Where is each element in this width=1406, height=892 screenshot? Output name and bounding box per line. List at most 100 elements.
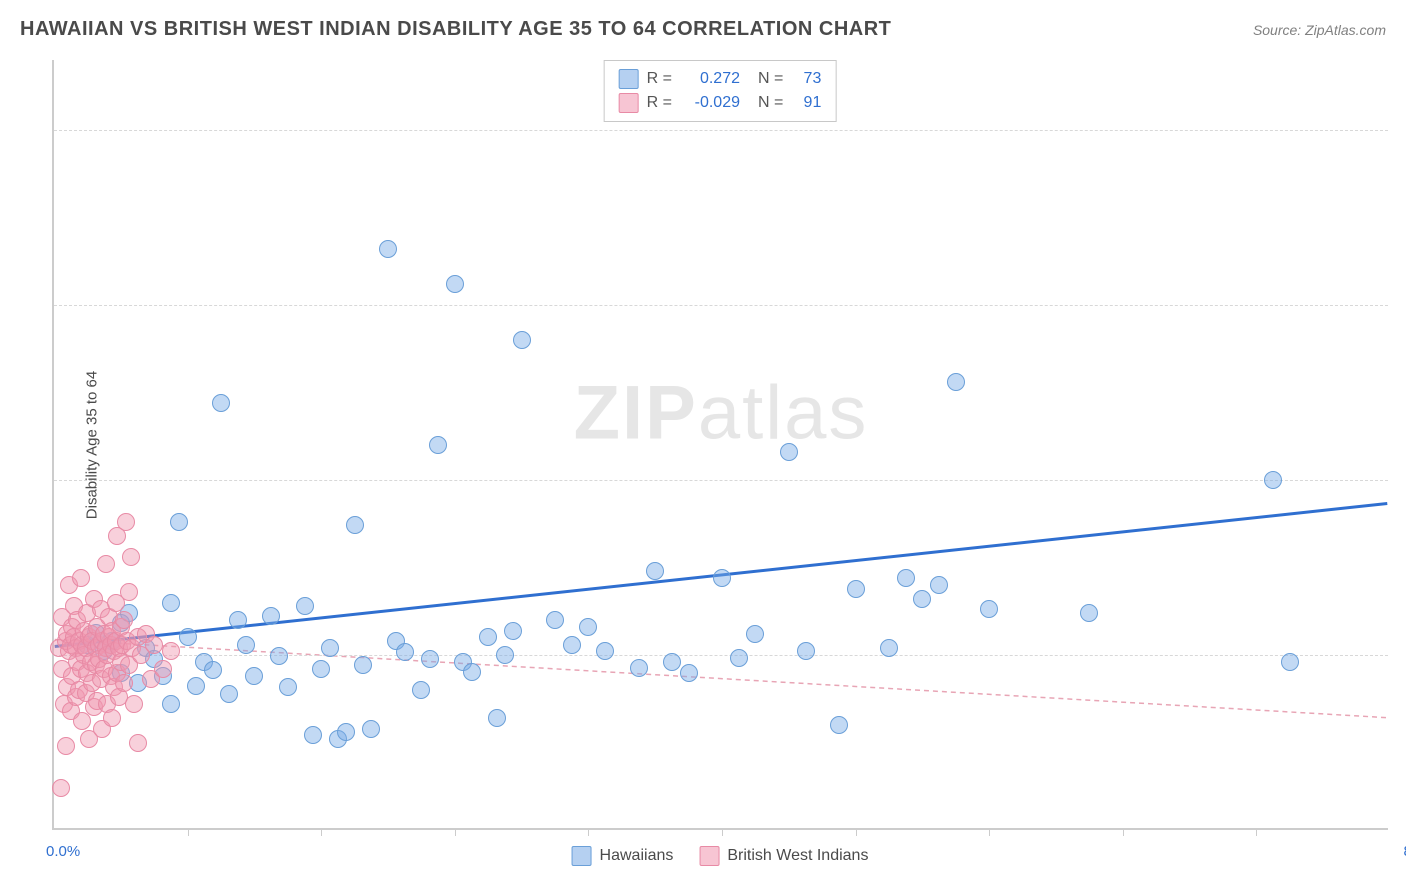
bottom-legend: Hawaiians British West Indians	[572, 846, 869, 866]
scatter-point	[496, 646, 514, 664]
scatter-point	[913, 590, 931, 608]
swatch-pink	[619, 93, 639, 113]
legend-item-hawaiians: Hawaiians	[572, 846, 674, 866]
scatter-point	[797, 642, 815, 660]
scatter-point	[897, 569, 915, 587]
plot-box: ZIPatlas 12.5%37.5%0.0%80.0%	[52, 60, 1388, 830]
scatter-point	[596, 642, 614, 660]
scatter-point	[947, 373, 965, 391]
scatter-point	[346, 516, 364, 534]
scatter-point	[162, 594, 180, 612]
scatter-point	[421, 650, 439, 668]
scatter-point	[170, 513, 188, 531]
scatter-point	[220, 685, 238, 703]
x-tick	[1123, 828, 1124, 836]
x-tick	[722, 828, 723, 836]
scatter-point	[713, 569, 731, 587]
scatter-point	[412, 681, 430, 699]
scatter-point	[630, 659, 648, 677]
scatter-point	[930, 576, 948, 594]
y-axis-label: Disability Age 35 to 64	[84, 371, 101, 519]
scatter-point	[57, 737, 75, 755]
scatter-point	[354, 656, 372, 674]
scatter-point	[204, 661, 222, 679]
scatter-point	[337, 723, 355, 741]
chart-area: ZIPatlas 12.5%37.5%0.0%80.0% Disability …	[52, 60, 1388, 830]
scatter-point	[479, 628, 497, 646]
swatch-blue	[572, 846, 592, 866]
swatch-pink	[699, 846, 719, 866]
scatter-point	[120, 583, 138, 601]
scatter-point	[847, 580, 865, 598]
scatter-point	[145, 636, 163, 654]
scatter-point	[125, 695, 143, 713]
scatter-point	[1264, 471, 1282, 489]
scatter-point	[117, 513, 135, 531]
scatter-point	[546, 611, 564, 629]
scatter-point	[379, 240, 397, 258]
correlation-row: R = -0.029 N = 91	[619, 91, 822, 115]
scatter-point	[780, 443, 798, 461]
scatter-point	[980, 600, 998, 618]
scatter-point	[179, 628, 197, 646]
scatter-point	[187, 677, 205, 695]
watermark: ZIPatlas	[574, 370, 869, 457]
scatter-point	[312, 660, 330, 678]
scatter-point	[122, 548, 140, 566]
chart-header: HAWAIIAN VS BRITISH WEST INDIAN DISABILI…	[0, 0, 1406, 47]
scatter-point	[129, 734, 147, 752]
scatter-point	[396, 643, 414, 661]
scatter-point	[730, 649, 748, 667]
scatter-point	[97, 555, 115, 573]
scatter-point	[513, 331, 531, 349]
scatter-point	[746, 625, 764, 643]
scatter-point	[296, 597, 314, 615]
gridline-h	[54, 480, 1388, 481]
x-tick	[588, 828, 589, 836]
scatter-point	[304, 726, 322, 744]
gridline-h	[54, 305, 1388, 306]
scatter-point	[162, 642, 180, 660]
scatter-point	[830, 716, 848, 734]
scatter-point	[115, 611, 133, 629]
trend-lines	[54, 60, 1388, 828]
x-tick	[455, 828, 456, 836]
scatter-point	[212, 394, 230, 412]
scatter-point	[680, 664, 698, 682]
scatter-point	[504, 622, 522, 640]
scatter-point	[488, 709, 506, 727]
scatter-point	[245, 667, 263, 685]
scatter-point	[1281, 653, 1299, 671]
scatter-point	[429, 436, 447, 454]
scatter-point	[279, 678, 297, 696]
swatch-blue	[619, 69, 639, 89]
chart-source: Source: ZipAtlas.com	[1253, 22, 1386, 38]
correlation-row: R = 0.272 N = 73	[619, 67, 822, 91]
scatter-point	[237, 636, 255, 654]
gridline-h	[54, 655, 1388, 656]
x-tick-label-min: 0.0%	[46, 843, 80, 860]
legend-item-british-west-indians: British West Indians	[699, 846, 868, 866]
scatter-point	[646, 562, 664, 580]
scatter-point	[463, 663, 481, 681]
scatter-point	[880, 639, 898, 657]
scatter-point	[446, 275, 464, 293]
x-tick	[989, 828, 990, 836]
scatter-point	[103, 709, 121, 727]
scatter-point	[563, 636, 581, 654]
scatter-point	[270, 647, 288, 665]
x-tick	[856, 828, 857, 836]
scatter-point	[154, 660, 172, 678]
scatter-point	[362, 720, 380, 738]
gridline-h	[54, 130, 1388, 131]
scatter-point	[321, 639, 339, 657]
scatter-point	[162, 695, 180, 713]
x-tick	[188, 828, 189, 836]
x-tick	[1256, 828, 1257, 836]
scatter-point	[663, 653, 681, 671]
x-tick	[321, 828, 322, 836]
scatter-point	[229, 611, 247, 629]
scatter-point	[52, 779, 70, 797]
chart-title: HAWAIIAN VS BRITISH WEST INDIAN DISABILI…	[20, 18, 891, 41]
scatter-point	[115, 674, 133, 692]
